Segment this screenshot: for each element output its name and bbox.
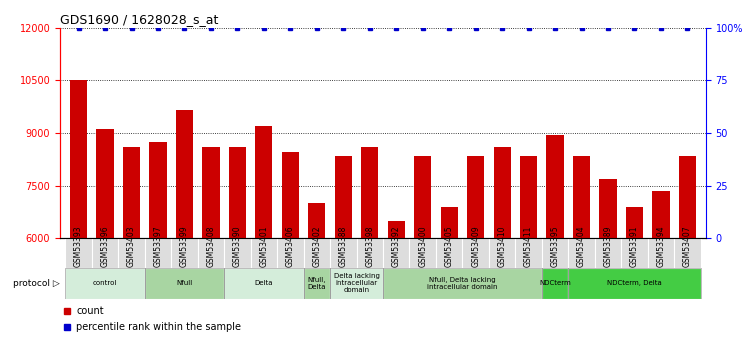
Bar: [547, 135, 564, 345]
Text: GSM53401: GSM53401: [259, 225, 268, 267]
FancyBboxPatch shape: [541, 268, 569, 298]
Text: GSM53399: GSM53399: [180, 225, 189, 267]
FancyBboxPatch shape: [171, 238, 198, 268]
Text: GSM53406: GSM53406: [286, 225, 295, 267]
FancyBboxPatch shape: [436, 238, 463, 268]
Bar: [70, 80, 87, 345]
FancyBboxPatch shape: [119, 238, 145, 268]
FancyBboxPatch shape: [251, 238, 277, 268]
FancyBboxPatch shape: [198, 238, 225, 268]
Text: Delta: Delta: [255, 280, 273, 286]
Text: count: count: [77, 306, 104, 316]
Bar: [335, 156, 352, 345]
Text: NDCterm: NDCterm: [539, 280, 571, 286]
Bar: [441, 207, 458, 345]
Bar: [361, 147, 379, 345]
Bar: [308, 203, 325, 345]
FancyBboxPatch shape: [145, 238, 171, 268]
Bar: [202, 147, 219, 345]
FancyBboxPatch shape: [303, 238, 330, 268]
FancyBboxPatch shape: [277, 238, 303, 268]
FancyBboxPatch shape: [303, 268, 330, 298]
Text: GSM53407: GSM53407: [683, 225, 692, 267]
Text: GSM53402: GSM53402: [312, 225, 321, 267]
Bar: [493, 147, 511, 345]
Text: GSM53395: GSM53395: [550, 225, 559, 267]
Text: Nfull,
Delta: Nfull, Delta: [308, 277, 326, 290]
Text: percentile rank within the sample: percentile rank within the sample: [77, 323, 241, 333]
FancyBboxPatch shape: [92, 238, 119, 268]
FancyBboxPatch shape: [65, 238, 92, 268]
Text: control: control: [93, 280, 117, 286]
Text: GSM53396: GSM53396: [101, 225, 110, 267]
FancyBboxPatch shape: [383, 238, 409, 268]
Text: GSM53388: GSM53388: [339, 226, 348, 267]
Text: GSM53393: GSM53393: [74, 225, 83, 267]
Text: GSM53411: GSM53411: [524, 226, 533, 267]
Bar: [255, 126, 273, 345]
Text: protocol ▷: protocol ▷: [13, 279, 59, 288]
FancyBboxPatch shape: [330, 238, 357, 268]
Text: GSM53400: GSM53400: [418, 225, 427, 267]
Text: GSM53410: GSM53410: [498, 225, 507, 267]
Bar: [653, 191, 670, 345]
Bar: [149, 142, 167, 345]
FancyBboxPatch shape: [409, 238, 436, 268]
Bar: [282, 152, 299, 345]
Text: GSM53405: GSM53405: [445, 225, 454, 267]
Text: GSM53403: GSM53403: [127, 225, 136, 267]
Bar: [573, 156, 590, 345]
Text: GSM53394: GSM53394: [656, 225, 665, 267]
Text: GSM53389: GSM53389: [604, 225, 613, 267]
FancyBboxPatch shape: [383, 268, 541, 298]
Text: Nfull: Nfull: [176, 280, 192, 286]
Bar: [626, 207, 643, 345]
FancyBboxPatch shape: [569, 238, 595, 268]
FancyBboxPatch shape: [225, 268, 303, 298]
Bar: [229, 147, 246, 345]
FancyBboxPatch shape: [569, 268, 701, 298]
Text: GDS1690 / 1628028_s_at: GDS1690 / 1628028_s_at: [60, 13, 219, 27]
Text: GSM53391: GSM53391: [630, 225, 639, 267]
FancyBboxPatch shape: [674, 238, 701, 268]
FancyBboxPatch shape: [515, 238, 541, 268]
Bar: [520, 156, 537, 345]
Text: GSM53404: GSM53404: [577, 225, 586, 267]
FancyBboxPatch shape: [463, 238, 489, 268]
Bar: [123, 147, 140, 345]
Bar: [599, 179, 617, 345]
Bar: [414, 156, 431, 345]
Text: GSM53408: GSM53408: [207, 225, 216, 267]
FancyBboxPatch shape: [489, 238, 515, 268]
Text: GSM53397: GSM53397: [153, 225, 162, 267]
FancyBboxPatch shape: [65, 268, 145, 298]
FancyBboxPatch shape: [595, 238, 621, 268]
Bar: [679, 156, 696, 345]
Text: GSM53390: GSM53390: [233, 225, 242, 267]
Text: GSM53398: GSM53398: [365, 225, 374, 267]
FancyBboxPatch shape: [541, 238, 569, 268]
Bar: [467, 156, 484, 345]
Text: Nfull, Delta lacking
intracellular domain: Nfull, Delta lacking intracellular domai…: [427, 277, 498, 290]
Text: GSM53409: GSM53409: [471, 225, 480, 267]
FancyBboxPatch shape: [357, 238, 383, 268]
FancyBboxPatch shape: [621, 238, 647, 268]
Bar: [96, 129, 113, 345]
Text: GSM53392: GSM53392: [392, 225, 401, 267]
Bar: [176, 110, 193, 345]
Text: Delta lacking
intracellular
domain: Delta lacking intracellular domain: [333, 274, 379, 294]
FancyBboxPatch shape: [145, 268, 225, 298]
FancyBboxPatch shape: [647, 238, 674, 268]
FancyBboxPatch shape: [225, 238, 251, 268]
Bar: [388, 221, 405, 345]
FancyBboxPatch shape: [330, 268, 383, 298]
Text: NDCterm, Delta: NDCterm, Delta: [607, 280, 662, 286]
